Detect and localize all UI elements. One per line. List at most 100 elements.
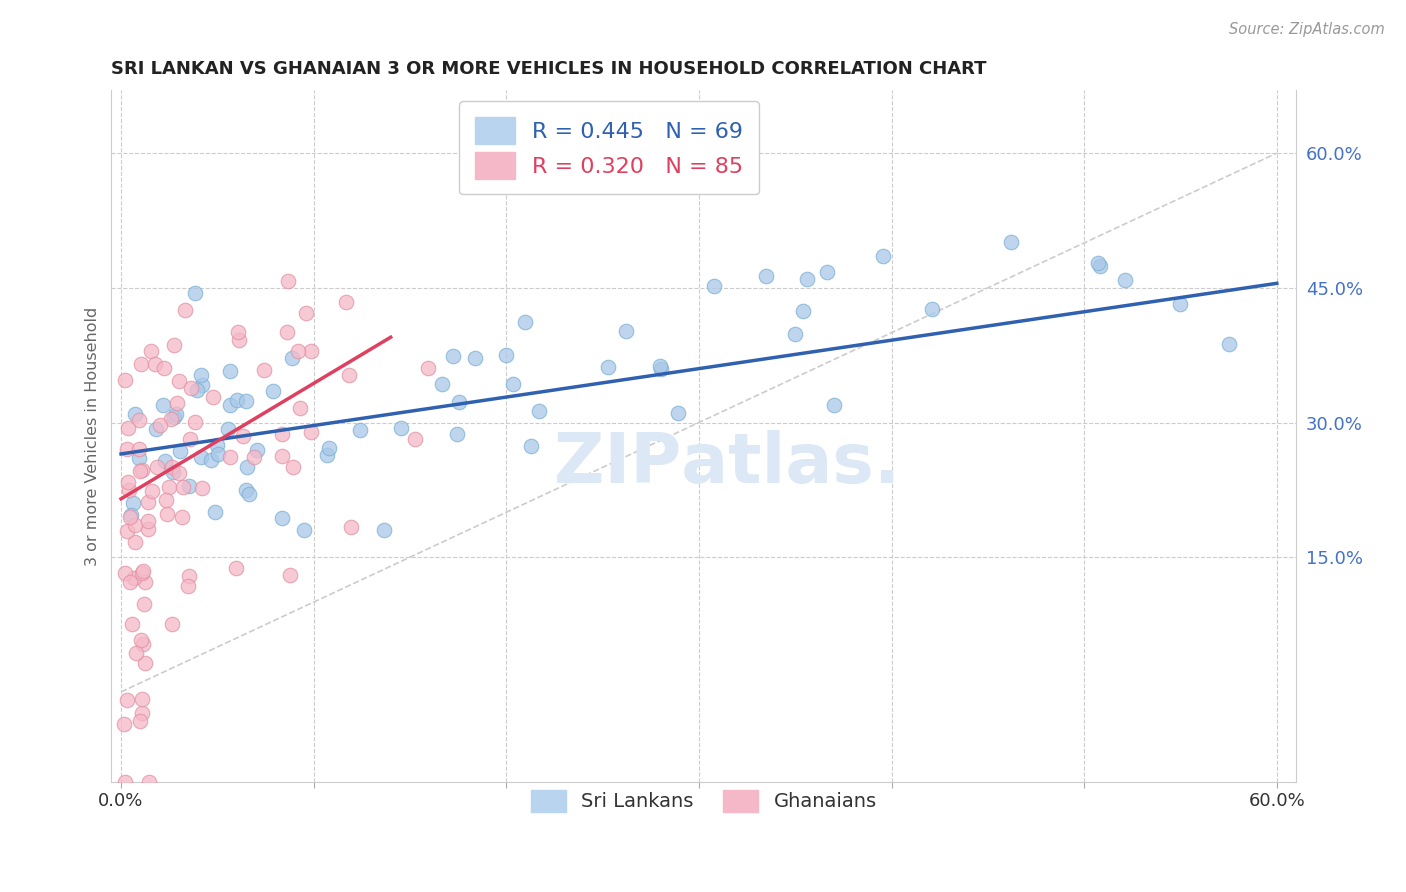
Point [117,524,139,538]
Point [118,510,141,524]
Point [157,480,180,494]
Point [132,564,155,578]
Point [169,444,191,458]
Point [281,351,304,365]
Point [276,325,298,339]
Point [226,325,249,339]
Point [235,394,257,409]
Point [316,448,339,462]
Point [125,646,148,660]
Point [162,465,184,479]
Point [219,364,242,378]
Point [122,496,145,510]
Text: SRI LANKAN VS GHANAIAN 3 OR MORE VEHICLES IN HOUSEHOLD CORRELATION CHART: SRI LANKAN VS GHANAIAN 3 OR MORE VEHICLE… [111,60,987,78]
Point [166,396,188,410]
Point [1000,235,1022,250]
Point [217,422,239,436]
Point [232,429,254,443]
Point [650,359,672,373]
Point [614,324,637,338]
Point [155,492,177,507]
Point [190,368,212,382]
Point [131,706,153,720]
Point [129,714,152,728]
Point [183,415,205,429]
Point [124,517,146,532]
Point [172,509,194,524]
Point [318,442,340,456]
Point [152,398,174,412]
Point [186,383,208,397]
Point [177,479,200,493]
Point [219,450,242,464]
Point [441,349,464,363]
Point [112,717,135,731]
Point [205,438,228,452]
Point [299,425,322,440]
Point [134,597,156,611]
Point [219,398,242,412]
Point [114,566,136,580]
Point [162,409,184,424]
Legend: Sri Lankans, Ghanaians: Sri Lankans, Ghanaians [519,778,889,824]
Point [287,343,309,358]
Point [1170,296,1192,310]
Point [447,395,470,409]
Point [117,475,139,489]
Point [1114,273,1136,287]
Point [131,633,153,648]
Point [404,433,426,447]
Point [295,306,318,320]
Point [134,575,156,590]
Point [200,453,222,467]
Point [796,272,818,286]
Point [225,561,247,575]
Point [340,520,363,534]
Point [225,393,247,408]
Point [823,398,845,412]
Point [288,401,311,416]
Point [184,286,207,301]
Point [191,481,214,495]
Text: ZIP​atlas.: ZIP​atlas. [554,430,900,497]
Point [792,303,814,318]
Point [132,637,155,651]
Point [416,360,439,375]
Point [153,453,176,467]
Point [204,505,226,519]
Point [520,439,543,453]
Point [176,579,198,593]
Point [160,460,183,475]
Point [122,571,145,585]
Point [301,343,323,358]
Point [165,407,187,421]
Point [128,451,150,466]
Point [262,384,284,399]
Y-axis label: 3 or more Vehicles in Household: 3 or more Vehicles in Household [86,306,100,566]
Point [148,418,170,433]
Point [337,368,360,383]
Point [464,351,486,365]
Point [131,463,153,477]
Point [1088,259,1111,273]
Point [179,568,201,582]
Point [129,464,152,478]
Point [121,617,143,632]
Point [128,442,150,456]
Point [785,327,807,342]
Point [180,381,202,395]
Point [228,333,250,347]
Point [1087,256,1109,270]
Point [430,377,453,392]
Point [276,274,298,288]
Point [115,693,138,707]
Point [190,450,212,464]
Point [136,522,159,536]
Point [129,357,152,371]
Point [153,361,176,376]
Point [146,460,169,475]
Point [120,508,142,522]
Point [118,574,141,589]
Point [114,774,136,789]
Point [335,295,357,310]
